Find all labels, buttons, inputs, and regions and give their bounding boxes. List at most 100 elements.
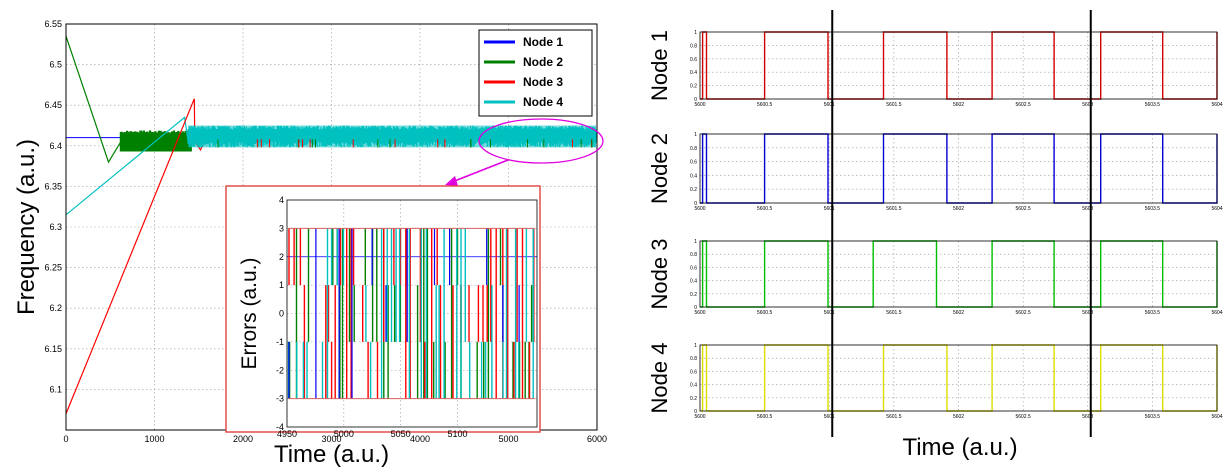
y-tick-label: 6.15 (44, 344, 62, 354)
pulse-x-tick-label: 5603.5 (1145, 310, 1161, 316)
node-panel-2: 5600 5600.5 5601 5601.5 5602 5602.5 5603 5603.5… (647, 132, 1223, 212)
pulse-y-tick-label: 0.4 (690, 173, 697, 179)
inset-x-tick-label: 5050 (391, 429, 411, 439)
inset-series-transitions (288, 228, 520, 399)
x-tick-label: 1000 (144, 434, 164, 444)
y-tick-label: 6.2 (49, 303, 62, 313)
y-tick-label: 6.3 (49, 222, 62, 232)
pulse-x-tick-label: 5601.5 (886, 310, 902, 316)
pulse-y-tick-label: 0.6 (690, 265, 697, 271)
legend-label-node-2: Node 2 (523, 55, 563, 69)
inset-y-tick-label: -1 (276, 337, 284, 347)
pulse-x-tick-label: 5600.5 (757, 102, 773, 108)
pulse-x-tick-label: 5601 (824, 206, 835, 212)
zoom-arrow-line (451, 159, 509, 183)
pulse-y-tick-label: 1 (694, 132, 697, 138)
y-tick-label: 6.25 (44, 263, 62, 273)
x-tick-label: 4000 (410, 434, 430, 444)
pulse-x-tick-label: 5600 (694, 102, 705, 108)
inset-x-tick-label: 5100 (447, 429, 467, 439)
pulse-y-tick-label: 0.2 (690, 187, 697, 193)
inset-y-tick-label: -3 (276, 394, 284, 404)
pulse-x-tick-label: 5600.5 (757, 206, 773, 212)
inset-y-tick-label: -2 (276, 365, 284, 375)
zoom-ellipse (478, 118, 604, 164)
pulse-frame (699, 31, 1218, 100)
pulse-x-axis-label: Time (a.u.) (902, 434, 1017, 461)
pulse-y-tick-label: 0.6 (690, 57, 697, 63)
pulse-x-tick-label: 5601.5 (886, 102, 902, 108)
series-band-node-2 (119, 130, 192, 152)
legend-label-node-4: Node 4 (523, 95, 563, 109)
pulse-y-axis-label-node-1: Node 1 (647, 30, 672, 101)
pulse-x-tick-label: 5603.5 (1145, 102, 1161, 108)
pulse-y-tick-label: 0.2 (690, 84, 697, 90)
pulse-y-tick-label: 0.2 (690, 396, 697, 402)
pulse-y-tick-label: 0.8 (690, 43, 697, 49)
inset-x-tick-label: 5000 (334, 429, 354, 439)
pulse-y-axis-label-node-2: Node 2 (647, 133, 672, 204)
inset-frame (286, 199, 538, 428)
pulse-x-tick-label: 5601 (824, 414, 835, 420)
pulse-x-tick-label: 5601 (824, 102, 835, 108)
pulse-x-tick-label: 5603 (1082, 206, 1093, 212)
pulse-y-axis-label-node-4: Node 4 (647, 343, 672, 414)
pulse-x-tick-label: 5602 (953, 414, 964, 420)
pulse-y-tick-label: 0.8 (690, 146, 697, 152)
y-tick-label: 6.55 (44, 19, 62, 29)
pulse-y-tick-label: 1 (694, 239, 697, 245)
pulse-x-tick-label: 5602.5 (1015, 414, 1031, 420)
pulse-x-tick-label: 5601 (824, 310, 835, 316)
pulse-y-tick-label: 1 (694, 343, 697, 349)
pulse-x-tick-label: 5603 (1082, 310, 1093, 316)
y-axis-label: Frequency (a.u.) (13, 139, 40, 315)
zoom-arrow-head (445, 176, 458, 186)
inset-y-tick-label: 3 (279, 223, 284, 233)
pulse-x-tick-label: 5600 (694, 414, 705, 420)
node-pulse-charts: 5600 5600.5 5601 5601.5 5602 5602.5 5603 5603.5… (647, 10, 1223, 461)
pulse-x-tick-label: 5603.5 (1145, 206, 1161, 212)
pulse-x-tick-label: 5601.5 (886, 414, 902, 420)
y-tick-label: 6.4 (49, 141, 62, 151)
x-tick-label: 3000 (321, 434, 341, 444)
x-tick-label: 6000 (587, 434, 607, 444)
pulse-frame (699, 133, 1218, 204)
pulse-y-tick-label: 0.4 (690, 383, 697, 389)
pulse-x-tick-label: 5604 (1211, 414, 1222, 420)
pulse-x-tick-label: 5604 (1211, 310, 1222, 316)
inset-x-tick-label: 4950 (277, 429, 297, 439)
pulse-x-tick-label: 5604 (1211, 102, 1222, 108)
x-tick-label: 2000 (233, 434, 253, 444)
pulse-x-tick-label: 5600 (694, 206, 705, 212)
pulse-x-tick-label: 5600.5 (757, 310, 773, 316)
pulse-x-tick-label: 5600.5 (757, 414, 773, 420)
pulse-frame (699, 344, 1218, 412)
node-panel-1: 5600 5600.5 5601 5601.5 5602 5602.5 5603 5603.5… (647, 30, 1223, 108)
pulse-y-tick-label: 0.8 (690, 252, 697, 258)
node-panel-4: 5600 5600.5 5601 5601.5 5602 5602.5 5603 5603.5… (647, 343, 1223, 420)
series-line-node-4 (65, 116, 189, 216)
pulse-frame (699, 240, 1218, 308)
zoom-highlight (445, 118, 604, 186)
series-band-fill-node-4 (188, 125, 597, 148)
node-panel-3: 5600 5600.5 5601 5601.5 5602 5602.5 5603 5603.5… (647, 239, 1223, 316)
pulse-x-tick-label: 5604 (1211, 206, 1222, 212)
inset-y-tick-label: -4 (276, 422, 284, 432)
pulse-x-tick-label: 5602 (953, 310, 964, 316)
inset-y-tick-label: 2 (279, 252, 284, 262)
pulse-series-node-2 (700, 133, 1218, 204)
y-tick-label: 6.45 (44, 100, 62, 110)
pulse-y-tick-label: 0 (694, 201, 697, 207)
series-line-node-2 (65, 35, 122, 164)
legend-label-node-1: Node 1 (523, 35, 563, 49)
pulse-y-tick-label: 0.4 (690, 279, 697, 285)
pulse-y-tick-label: 1 (694, 30, 697, 36)
legend: Node 1 Node 2 Node 3 Node 4 (478, 29, 593, 117)
inset-y-tick-label: 4 (279, 195, 284, 205)
pulse-x-tick-label: 5602 (953, 206, 964, 212)
pulse-y-tick-label: 0 (694, 97, 697, 103)
pulse-x-tick-label: 5601.5 (886, 206, 902, 212)
pulse-y-axis-label-node-3: Node 3 (647, 239, 672, 310)
